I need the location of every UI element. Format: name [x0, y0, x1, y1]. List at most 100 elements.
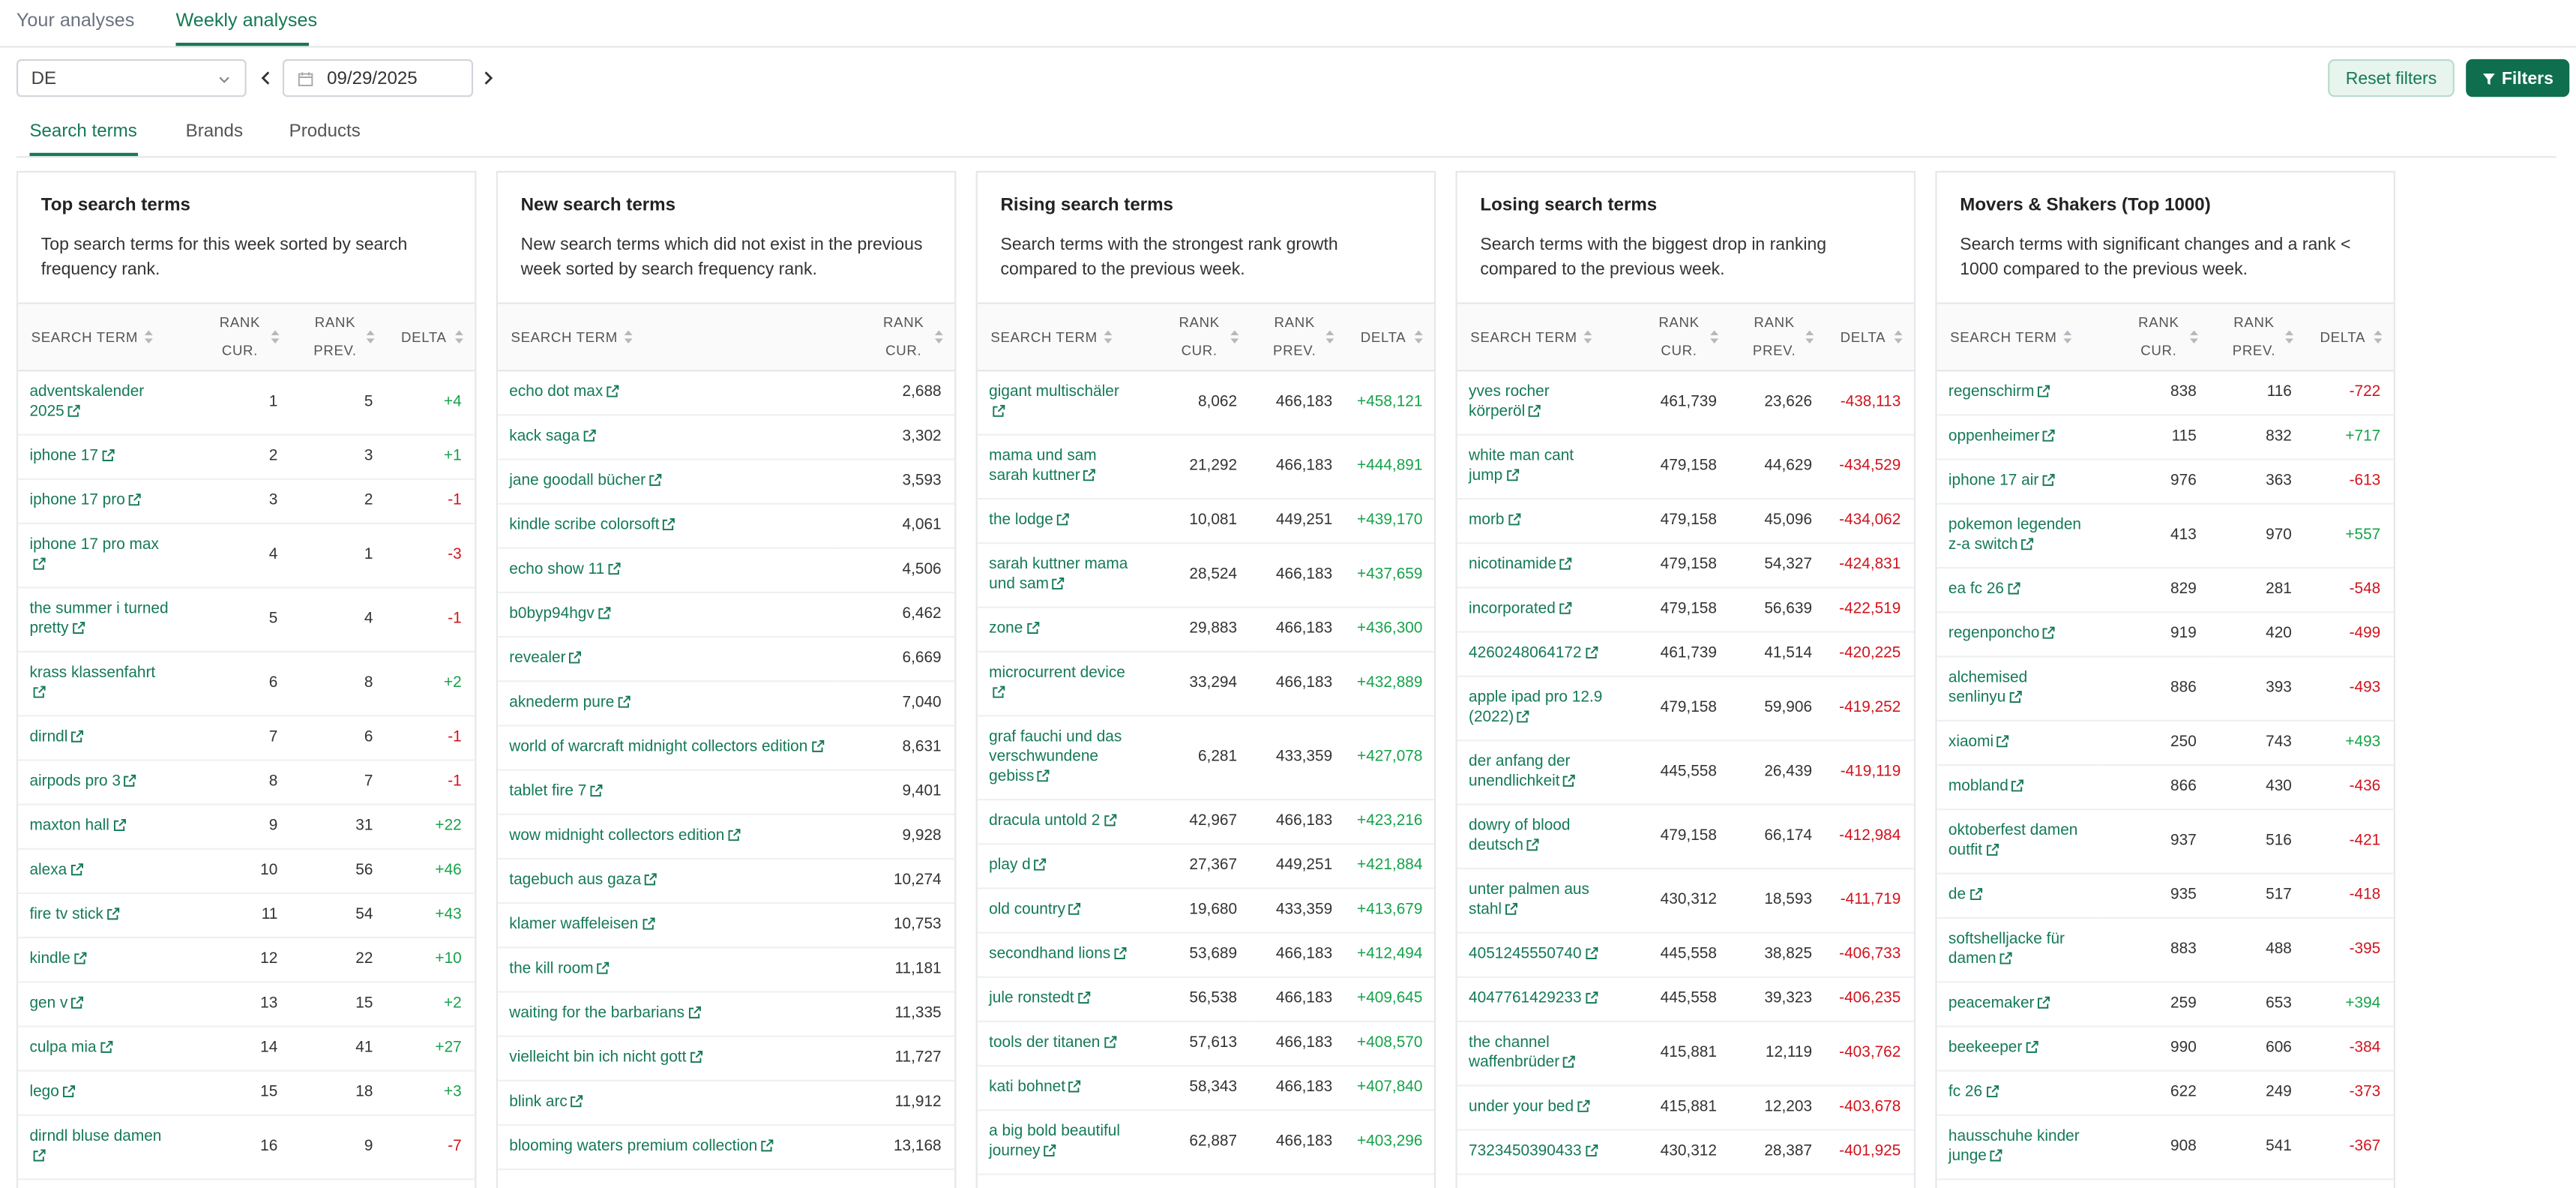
sort-icon[interactable] [1709, 328, 1720, 345]
column-header[interactable]: RANK PREV. [290, 302, 386, 372]
search-term-link[interactable]: dowry of blood deutsch [1469, 817, 1570, 854]
prev-date[interactable] [258, 69, 274, 87]
column-header[interactable]: RANK PREV. [2209, 302, 2305, 372]
sort-icon[interactable] [269, 328, 280, 345]
search-term-link[interactable]: beekeeper [1948, 1039, 2038, 1057]
search-term-link[interactable]: world of warcraft midnight collectors ed… [509, 738, 824, 756]
sort-icon[interactable] [454, 328, 465, 345]
column-header[interactable]: DELTA [2305, 302, 2394, 372]
search-term-link[interactable]: pokemon legenden z-a switch [1948, 516, 2081, 554]
search-term-link[interactable]: alchemised senlinyu [1948, 669, 2027, 706]
search-term-link[interactable]: hausschuhe kinder junge [1948, 1127, 2080, 1165]
search-term-link[interactable]: lego [29, 1083, 75, 1101]
search-term-link[interactable]: dirndl bluse damen [29, 1127, 161, 1165]
search-term-link[interactable]: nicotinamide [1469, 556, 1573, 574]
search-term-link[interactable]: mobland [1948, 777, 2025, 796]
search-term-link[interactable]: vielleicht bin ich nicht gott [509, 1048, 702, 1066]
subtab[interactable]: Brands [185, 122, 244, 142]
sort-icon[interactable] [623, 328, 634, 345]
search-term-link[interactable]: white man cant jump [1469, 447, 1574, 484]
subtab[interactable]: Products [289, 122, 361, 142]
search-term-link[interactable]: krass klassenfahrt [29, 664, 155, 701]
search-term-link[interactable]: 7323450390433 [1469, 1142, 1598, 1160]
search-term-link[interactable]: 4047761429233 [1469, 989, 1598, 1007]
column-header[interactable]: SEARCH TERM [497, 302, 840, 372]
search-term-link[interactable]: tools der titanen [989, 1034, 1116, 1052]
search-term-link[interactable]: kindle [29, 950, 86, 968]
search-term-link[interactable]: incorporated [1469, 600, 1572, 618]
search-term-link[interactable]: play d [989, 856, 1047, 874]
sort-icon[interactable] [1804, 328, 1815, 345]
search-term-link[interactable]: iphone 17 pro [29, 491, 141, 509]
sort-icon[interactable] [2372, 328, 2383, 345]
search-term-link[interactable]: blink arc [509, 1093, 583, 1111]
search-term-link[interactable]: the summer i turned pretty [29, 600, 168, 638]
date-picker[interactable]: 09/29/2025 [282, 58, 474, 98]
search-term-link[interactable]: culpa mia [29, 1039, 112, 1057]
column-header[interactable]: DELTA [385, 302, 475, 372]
search-term-link[interactable]: jule ronstedt [989, 989, 1090, 1007]
search-term-link[interactable]: 4051245550740 [1469, 945, 1598, 963]
search-term-link[interactable]: unter palmen aus stahl [1469, 881, 1589, 919]
search-term-link[interactable]: echo dot max [509, 383, 619, 401]
search-term-link[interactable]: der anfang der unendlichkeit [1469, 753, 1576, 790]
search-term-link[interactable]: a big bold beautiful journey [989, 1123, 1120, 1160]
search-term-link[interactable]: oktoberfest damen outfit [1948, 822, 2077, 860]
column-header[interactable]: RANK CUR. [182, 302, 291, 372]
search-term-link[interactable]: klamer waffeleisen [509, 916, 654, 934]
search-term-link[interactable]: microcurrent device [989, 664, 1125, 701]
search-term-link[interactable]: maxton hall [29, 817, 126, 835]
tab[interactable]: Your analyses [16, 11, 135, 32]
column-header[interactable]: RANK PREV. [1250, 302, 1346, 372]
subtab-active[interactable]: Search terms [29, 122, 137, 142]
column-header[interactable]: RANK CUR. [839, 302, 955, 372]
search-term-link[interactable]: apple ipad pro 12.9 (2022) [1469, 688, 1602, 726]
country-select[interactable]: DE [16, 58, 247, 98]
search-term-link[interactable]: regenschirm [1948, 383, 2050, 401]
sort-icon[interactable] [2284, 328, 2295, 345]
search-term-link[interactable]: echo show 11 [509, 560, 621, 578]
search-term-link[interactable]: xiaomi [1948, 733, 2010, 751]
sort-icon[interactable] [933, 328, 945, 345]
sort-icon[interactable] [1324, 328, 1335, 345]
search-term-link[interactable]: blooming waters premium collection [509, 1137, 774, 1156]
sort-icon[interactable] [1102, 328, 1113, 345]
sort-icon[interactable] [1229, 328, 1240, 345]
reset-filters-button[interactable]: Reset filters [2328, 58, 2455, 98]
search-term-link[interactable]: mama und sam sarah kuttner [989, 447, 1096, 484]
search-term-link[interactable]: revealer [509, 650, 582, 668]
sort-icon[interactable] [1413, 328, 1424, 345]
column-header[interactable]: RANK CUR. [2101, 302, 2210, 372]
search-term-link[interactable]: morb [1469, 512, 1520, 530]
search-term-link[interactable]: ea fc 26 [1948, 580, 2020, 598]
search-term-link[interactable]: dirndl [29, 728, 84, 746]
search-term-link[interactable]: gigant multischäler [989, 383, 1119, 421]
search-term-link[interactable]: de [1948, 886, 1982, 904]
search-term-link[interactable]: jane goodall bücher [509, 472, 662, 490]
search-term-link[interactable]: dracula untold 2 [989, 812, 1116, 830]
search-term-link[interactable]: kack saga [509, 428, 596, 446]
column-header[interactable]: DELTA [1345, 302, 1435, 372]
column-header[interactable]: RANK CUR. [1141, 302, 1251, 372]
search-term-link[interactable]: graf fauchi und das verschwundene gebiss [989, 728, 1122, 786]
column-header[interactable]: DELTA [1825, 302, 1914, 372]
column-header[interactable]: SEARCH TERM [1457, 302, 1622, 372]
search-term-link[interactable]: iphone 17 pro max [29, 536, 159, 573]
column-header[interactable]: SEARCH TERM [977, 302, 1142, 372]
search-term-link[interactable]: gen v [29, 994, 84, 1012]
sort-icon[interactable] [143, 328, 154, 345]
column-header[interactable]: SEARCH TERM [18, 302, 183, 372]
column-header[interactable]: RANK PREV. [1730, 302, 1826, 372]
sort-icon[interactable] [1582, 328, 1593, 345]
search-term-link[interactable]: tablet fire 7 [509, 782, 603, 800]
search-term-link[interactable]: kati bohnet [989, 1078, 1082, 1096]
column-header[interactable]: SEARCH TERM [1936, 302, 2101, 372]
search-term-link[interactable]: the lodge [989, 512, 1070, 530]
filters-button[interactable]: Filters [2466, 58, 2570, 98]
search-term-link[interactable]: secondhand lions [989, 945, 1127, 963]
search-term-link[interactable]: sarah kuttner mama und sam [989, 556, 1128, 593]
search-term-link[interactable]: wow midnight collectors edition [509, 826, 741, 844]
column-header[interactable]: RANK CUR. [1621, 302, 1730, 372]
sort-icon[interactable] [364, 328, 376, 345]
search-term-link[interactable]: fc 26 [1948, 1083, 1999, 1101]
